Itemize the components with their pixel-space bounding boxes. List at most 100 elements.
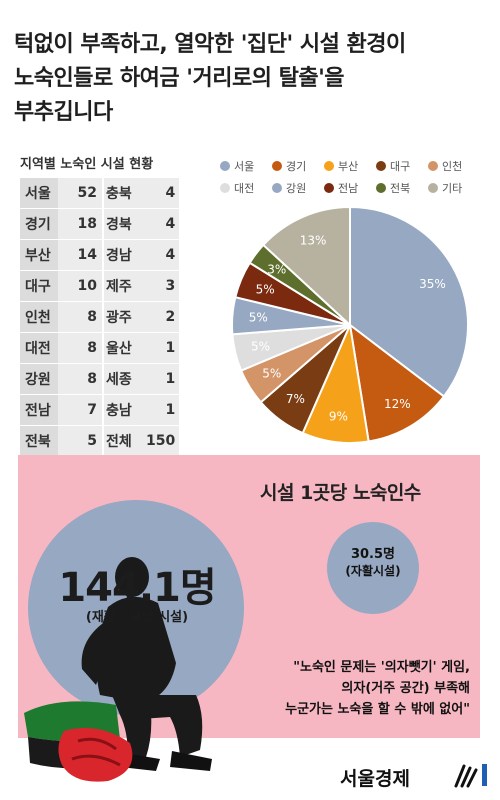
pie-slice bbox=[349, 205, 469, 398]
count-cell: 14 bbox=[58, 239, 104, 271]
table-row: 인천 8 광주 2 bbox=[20, 301, 180, 333]
table-title: 지역별 노숙인 시설 현황 bbox=[20, 157, 154, 172]
pie-slice-label: 5% bbox=[249, 311, 268, 325]
legend-label: 부산 bbox=[338, 160, 359, 173]
region-cell: 서울 bbox=[20, 178, 58, 209]
legend-label: 서울 bbox=[234, 160, 255, 173]
small-value: 30.5명 bbox=[350, 547, 396, 562]
count-cell: 1 bbox=[141, 394, 180, 426]
region-cell: 제주 bbox=[103, 270, 141, 302]
quote-line-2: 의자(거주 공간) 부족해 bbox=[341, 681, 470, 696]
region-cell: 전북 bbox=[20, 425, 58, 457]
quote-line-3: 누군가는 노숙을 할 수 밖에 없어" bbox=[285, 702, 470, 717]
count-cell: 52 bbox=[58, 178, 104, 209]
small-value-subtitle: (자활시설) bbox=[345, 564, 401, 578]
pie-slice-label: 5% bbox=[262, 367, 281, 381]
region-cell: 강원 bbox=[20, 363, 58, 395]
table-row: 전남 7 충남 1 bbox=[20, 394, 180, 426]
count-cell: 18 bbox=[58, 208, 104, 240]
pie-slice-label: 5% bbox=[256, 282, 275, 296]
pie-slice-label: 35% bbox=[419, 277, 446, 291]
region-cell: 경기 bbox=[20, 208, 58, 240]
count-cell: 2 bbox=[141, 301, 180, 333]
legend-item: 서울 bbox=[220, 158, 272, 174]
legend-label: 인천 bbox=[442, 160, 463, 173]
brand-name: 서울경제 bbox=[340, 768, 410, 790]
pie-slice-label: 12% bbox=[384, 397, 411, 411]
legend-label: 대전 bbox=[234, 182, 255, 195]
count-cell: 8 bbox=[58, 332, 104, 364]
chart-legend: 서울 경기 부산 대구 인천대전 강원 전남 전북 기타 bbox=[220, 158, 488, 202]
region-cell: 경북 bbox=[103, 208, 141, 240]
region-cell: 경남 bbox=[103, 239, 141, 271]
legend-swatch bbox=[428, 183, 438, 193]
legend-swatch bbox=[324, 161, 334, 171]
panel-title: 시설 1곳당 노숙인수 bbox=[260, 482, 421, 504]
legend-item: 전남 bbox=[324, 180, 376, 196]
table-row: 경기 18 경북 4 bbox=[20, 208, 180, 240]
pie-slice-label: 3% bbox=[267, 262, 286, 276]
big-value-subtitle: (재활 · 요양 시설) bbox=[85, 610, 189, 625]
region-cell: 전남 bbox=[20, 394, 58, 426]
legend-label: 전남 bbox=[338, 182, 359, 195]
count-cell: 4 bbox=[141, 178, 180, 209]
pie-slice bbox=[348, 322, 446, 443]
count-cell: 4 bbox=[141, 208, 180, 240]
table-row: 대구 10 제주 3 bbox=[20, 270, 180, 302]
count-cell: 3 bbox=[141, 270, 180, 302]
legend-label: 전북 bbox=[390, 182, 411, 195]
count-cell: 10 bbox=[58, 270, 104, 302]
legend-swatch bbox=[272, 161, 282, 171]
homeless-figure-illustration bbox=[24, 557, 212, 782]
legend-item: 전북 bbox=[376, 180, 428, 196]
headline-line-3: 부추깁니다 bbox=[14, 100, 113, 125]
region-cell: 전체 bbox=[103, 425, 141, 457]
headline: 턱없이 부족하고, 열악한 '집단' 시설 환경이 노숙인들로 하여금 '거리로… bbox=[14, 28, 486, 130]
quote-line-1: "노숙인 문제는 '의자뺏기' 게임, bbox=[293, 660, 470, 675]
pie-slice bbox=[261, 205, 351, 328]
legend-item: 인천 bbox=[428, 158, 480, 174]
count-cell: 5 bbox=[58, 425, 104, 457]
legend-item: 부산 bbox=[324, 158, 376, 174]
big-value: 144.1명 bbox=[58, 565, 216, 611]
region-cell: 부산 bbox=[20, 239, 58, 271]
pie-slice-label: 13% bbox=[300, 234, 327, 248]
count-cell: 4 bbox=[141, 239, 180, 271]
pie-chart: 35% 12% 9% 7% 5% 5% 5% 5% 3% 13% bbox=[231, 205, 469, 444]
region-cell: 충남 bbox=[103, 394, 141, 426]
legend-label: 경기 bbox=[286, 160, 307, 173]
table-row: 강원 8 세종 1 bbox=[20, 363, 180, 395]
pie-slice-label: 9% bbox=[329, 409, 348, 423]
legend-item: 강원 bbox=[272, 180, 324, 196]
table-row: 서울 52 충북 4 bbox=[20, 178, 180, 209]
table-row: 부산 14 경남 4 bbox=[20, 239, 180, 271]
legend-swatch bbox=[324, 183, 334, 193]
count-cell: 7 bbox=[58, 394, 104, 426]
count-cell: 1 bbox=[141, 332, 180, 364]
region-cell: 충북 bbox=[103, 178, 141, 209]
small-circle bbox=[327, 522, 419, 614]
legend-swatch bbox=[220, 161, 230, 171]
count-cell: 150 bbox=[141, 425, 180, 457]
legend-swatch bbox=[376, 161, 386, 171]
legend-item: 대전 bbox=[220, 180, 272, 196]
legend-swatch bbox=[272, 183, 282, 193]
count-cell: 8 bbox=[58, 301, 104, 333]
table-row: 전북 5 전체 150 bbox=[20, 425, 180, 457]
headline-line-2: 노숙인들로 하여금 '거리로의 탈출'을 bbox=[14, 66, 345, 91]
legend-label: 대구 bbox=[390, 160, 411, 173]
legend-label: 강원 bbox=[286, 182, 307, 195]
legend-swatch bbox=[220, 183, 230, 193]
region-cell: 울산 bbox=[103, 332, 141, 364]
table-row: 대전 8 울산 1 bbox=[20, 332, 180, 364]
legend-label: 기타 bbox=[442, 182, 463, 195]
legend-item: 기타 bbox=[428, 180, 480, 196]
headline-line-1: 턱없이 부족하고, 열악한 '집단' 시설 환경이 bbox=[14, 32, 406, 57]
region-table: 서울 52 충북 4 경기 18 경북 4 부산 14 경남 4 대구 10 제주 3 인천 8 광주 2 대전 8 울산 1… bbox=[20, 178, 180, 457]
quote: "노숙인 문제는 '의자뺏기' 게임, 의자(거주 공간) 부족해 누군가는 노… bbox=[232, 657, 480, 720]
count-cell: 1 bbox=[141, 363, 180, 395]
region-cell: 인천 bbox=[20, 301, 58, 333]
region-cell: 세종 bbox=[103, 363, 141, 395]
legend-item: 경기 bbox=[272, 158, 324, 174]
region-cell: 광주 bbox=[103, 301, 141, 333]
